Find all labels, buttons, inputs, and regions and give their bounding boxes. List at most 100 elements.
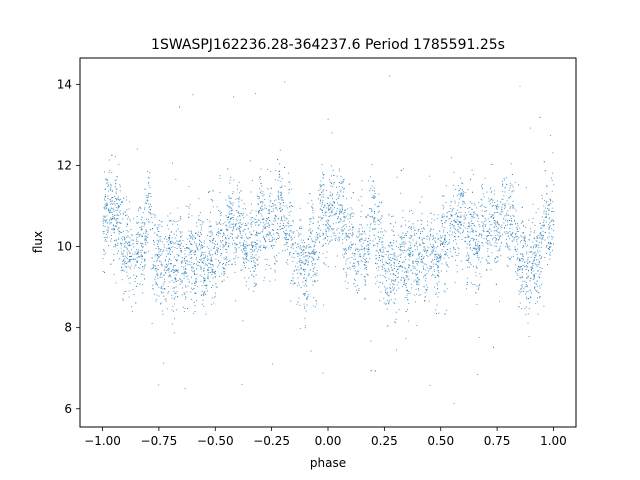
data-point bbox=[458, 193, 460, 195]
data-point bbox=[374, 196, 376, 198]
data-point bbox=[350, 246, 351, 248]
data-point bbox=[418, 294, 420, 296]
data-point bbox=[521, 290, 523, 292]
data-point bbox=[430, 261, 432, 263]
data-point bbox=[269, 232, 271, 234]
data-point bbox=[506, 244, 508, 246]
data-point bbox=[522, 276, 524, 278]
data-point bbox=[381, 247, 383, 249]
data-point bbox=[530, 246, 532, 247]
data-point bbox=[526, 298, 528, 300]
data-point bbox=[211, 273, 213, 275]
data-point bbox=[316, 238, 318, 240]
data-point bbox=[310, 221, 311, 223]
data-point bbox=[110, 209, 112, 211]
data-point bbox=[195, 280, 197, 282]
data-point bbox=[486, 230, 488, 232]
data-point bbox=[212, 269, 214, 271]
data-point bbox=[268, 209, 270, 211]
data-point bbox=[478, 224, 480, 226]
data-point bbox=[160, 302, 162, 304]
data-point bbox=[175, 280, 177, 282]
data-point bbox=[433, 274, 435, 276]
data-point bbox=[393, 261, 395, 263]
data-point bbox=[353, 262, 354, 264]
data-point bbox=[516, 231, 518, 233]
data-point bbox=[155, 281, 157, 283]
data-point bbox=[527, 285, 528, 287]
data-point bbox=[333, 214, 335, 216]
data-point bbox=[497, 256, 499, 258]
data-point bbox=[157, 258, 159, 260]
data-point bbox=[346, 288, 348, 290]
data-point bbox=[387, 268, 389, 270]
data-point bbox=[394, 280, 396, 282]
data-point bbox=[494, 223, 496, 225]
data-point bbox=[187, 206, 189, 208]
data-point bbox=[273, 220, 275, 222]
data-point bbox=[228, 263, 230, 265]
data-point bbox=[142, 284, 144, 286]
data-point bbox=[225, 242, 227, 244]
data-point bbox=[217, 223, 219, 225]
data-point bbox=[429, 254, 431, 256]
data-point bbox=[238, 198, 240, 200]
data-point bbox=[305, 259, 307, 261]
data-point bbox=[211, 260, 213, 262]
data-point bbox=[134, 265, 136, 267]
data-point bbox=[235, 248, 237, 250]
data-point bbox=[143, 252, 145, 254]
data-point bbox=[374, 203, 376, 205]
data-point bbox=[528, 251, 530, 253]
data-point bbox=[493, 214, 495, 216]
data-point bbox=[432, 251, 434, 253]
data-point bbox=[417, 230, 419, 232]
data-point bbox=[455, 221, 457, 223]
data-point bbox=[414, 266, 416, 268]
data-point bbox=[366, 245, 368, 247]
data-point bbox=[350, 213, 352, 215]
data-point bbox=[211, 230, 213, 232]
data-point bbox=[127, 243, 129, 245]
data-point bbox=[426, 273, 428, 275]
data-point bbox=[117, 198, 119, 200]
data-point bbox=[539, 116, 541, 118]
data-point bbox=[443, 290, 445, 292]
data-point bbox=[342, 220, 344, 222]
data-point bbox=[133, 218, 135, 220]
data-point bbox=[471, 220, 472, 222]
data-point bbox=[320, 219, 322, 221]
data-point bbox=[207, 234, 209, 236]
data-point bbox=[181, 266, 183, 267]
data-point bbox=[327, 226, 329, 228]
data-point bbox=[494, 245, 496, 247]
data-point bbox=[492, 217, 494, 219]
data-point bbox=[172, 242, 174, 244]
data-point bbox=[117, 238, 119, 240]
data-point bbox=[427, 255, 429, 257]
data-point bbox=[546, 186, 548, 188]
data-point bbox=[461, 192, 463, 194]
data-point bbox=[192, 234, 193, 236]
data-point bbox=[283, 216, 285, 218]
data-point bbox=[177, 270, 179, 272]
data-point bbox=[536, 290, 538, 292]
data-point bbox=[196, 246, 197, 248]
data-point bbox=[223, 274, 225, 276]
data-point bbox=[194, 311, 196, 312]
data-point bbox=[285, 233, 287, 235]
data-point bbox=[478, 337, 480, 338]
data-point bbox=[102, 224, 104, 226]
data-point bbox=[173, 270, 175, 272]
data-point bbox=[393, 257, 395, 259]
data-point bbox=[160, 255, 162, 256]
data-point bbox=[385, 272, 387, 274]
data-point bbox=[344, 217, 346, 219]
data-point bbox=[382, 246, 384, 248]
data-point bbox=[419, 271, 420, 273]
data-point bbox=[474, 213, 476, 215]
data-point bbox=[440, 256, 442, 258]
data-point bbox=[330, 165, 332, 167]
data-point bbox=[103, 230, 105, 232]
data-point bbox=[473, 223, 475, 225]
